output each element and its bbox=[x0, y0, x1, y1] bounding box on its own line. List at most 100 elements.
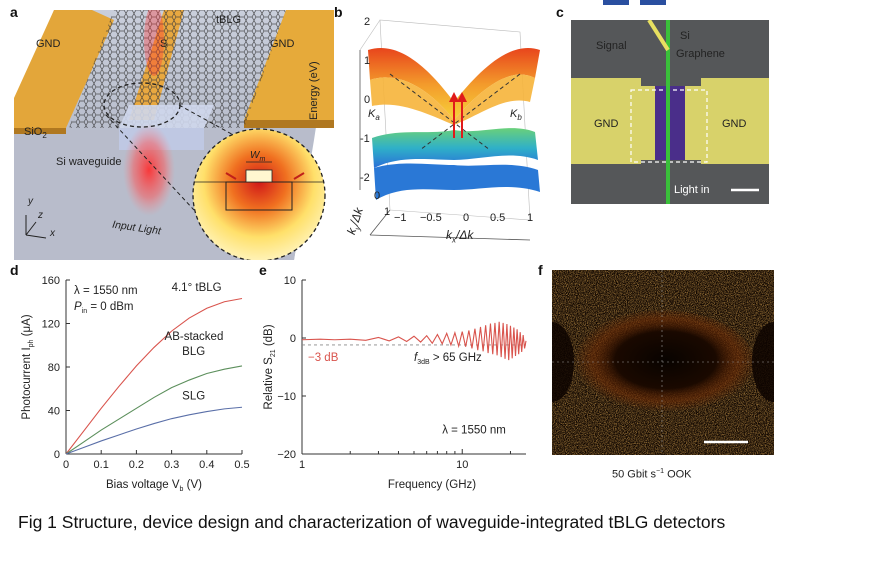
c-label-si: Si bbox=[680, 30, 690, 42]
d-annotation-pin: Pin = 0 dBm bbox=[74, 301, 133, 315]
b-sidetick-0: 0 bbox=[374, 190, 381, 202]
b-ytick-0: 0 bbox=[364, 94, 371, 106]
kx-text: k bbox=[446, 228, 452, 242]
panel-label-c: c bbox=[556, 4, 564, 20]
panel-label-a: a bbox=[10, 4, 18, 20]
panel-label-d: d bbox=[10, 262, 19, 278]
label-width: Wm bbox=[250, 150, 265, 163]
label-sio2: SiO2 bbox=[24, 126, 47, 140]
ka-sub: a bbox=[375, 113, 380, 123]
top-color-mark-right bbox=[640, 0, 666, 5]
e-y-tick-label: 0 bbox=[290, 333, 296, 345]
e-x-tick-label: 1 bbox=[299, 459, 305, 471]
chart-d-photocurrent: 0 0.1 0.2 0.3 0.4 0.5 0 40 80 120 160 4.1° tBLG AB-s… bbox=[21, 275, 250, 493]
kx-rest: /Δk bbox=[456, 228, 474, 242]
graphene-sheet bbox=[69, 10, 286, 128]
d-series-line bbox=[65, 365, 243, 455]
b-ylabel: Energy (eV) bbox=[308, 61, 320, 120]
b-ytick-2: 2 bbox=[364, 16, 371, 28]
e-annotation-f3db: f3dB > 65 GHz bbox=[414, 352, 482, 366]
axis-label-z: z bbox=[38, 210, 43, 221]
label-tblg: tBLG bbox=[216, 14, 242, 26]
d-legend-tblg: 4.1° tBLG bbox=[172, 282, 222, 294]
sio2-text: SiO bbox=[24, 126, 43, 138]
c-label-signal: Signal bbox=[596, 40, 627, 52]
d-legend-blg: BLG bbox=[182, 346, 205, 358]
b-ytick-m1: -1 bbox=[360, 133, 370, 145]
d-y-tick-label: 80 bbox=[48, 362, 60, 374]
f-caption: 50 Gbit s−1 OOK bbox=[612, 468, 692, 481]
e-x-tick-label: 10 bbox=[456, 459, 468, 471]
axis-label-y: y bbox=[28, 196, 33, 207]
d-x-tick-label: 0.2 bbox=[129, 459, 144, 471]
panel-label-e: e bbox=[259, 262, 267, 278]
d-legend-ab-stacked: AB-stacked bbox=[165, 331, 224, 343]
label-si-waveguide: Si waveguide bbox=[56, 156, 122, 168]
b-xtick-m1: −1 bbox=[394, 212, 407, 224]
d-x-tick-label: 0.3 bbox=[164, 459, 179, 471]
f-caption-rest: OOK bbox=[664, 468, 692, 481]
d-series-line bbox=[65, 297, 243, 455]
c-label-gnd-right: GND bbox=[722, 118, 747, 130]
b-xtick-1: 1 bbox=[527, 212, 534, 224]
c-label-light-in: Light in bbox=[674, 184, 710, 196]
e-y-tick-label: −10 bbox=[277, 391, 296, 403]
sio2-sub: 2 bbox=[42, 131, 47, 141]
b-ytick-1: 1 bbox=[364, 55, 371, 67]
d-x-tick-label: 0.4 bbox=[199, 459, 214, 471]
e-annotation-lambda: λ = 1550 nm bbox=[442, 425, 506, 437]
figure-caption: Fig 1 Structure, device design and chara… bbox=[18, 512, 726, 532]
label-signal: S bbox=[160, 38, 168, 50]
d-x-tick-label: 0.5 bbox=[234, 459, 249, 471]
top-color-mark-left bbox=[603, 0, 629, 5]
b-ytick-m2: -2 bbox=[360, 172, 370, 184]
d-x-tick-label: 0.1 bbox=[94, 459, 109, 471]
e-annotation-3db: −3 dB bbox=[308, 352, 339, 364]
axis-label-x: x bbox=[50, 228, 55, 239]
d-x-tick-label: 0 bbox=[63, 459, 69, 471]
gnd-left-electrode bbox=[14, 10, 114, 128]
si-waveguide bbox=[119, 105, 214, 128]
panel-label-f: f bbox=[538, 262, 543, 278]
e-y-tick-label: 10 bbox=[284, 275, 296, 287]
e-s21-line bbox=[301, 321, 527, 361]
panel-b-band-structure bbox=[359, 19, 540, 241]
width-text: W bbox=[250, 150, 260, 161]
kb-sub: b bbox=[517, 113, 522, 123]
ka-text: K bbox=[368, 108, 376, 120]
panel-c-micrograph bbox=[571, 20, 769, 204]
chart-e-s21: 1 10 10 0 −10 −20 −3 dB f3dB > 65 GHz λ = 1550 n… bbox=[263, 275, 527, 491]
label-gnd-right: GND bbox=[270, 38, 295, 50]
d-y-tick-label: 0 bbox=[54, 449, 60, 461]
d-xlabel: Bias voltage Vb (V) bbox=[106, 479, 202, 493]
d-y-tick-label: 160 bbox=[42, 275, 60, 287]
b-xtick-m05: −0.5 bbox=[420, 212, 442, 224]
e-ylabel: Relative S21 (dB) bbox=[263, 324, 277, 409]
panel-f-eye-diagram bbox=[552, 270, 774, 455]
d-series-line bbox=[65, 406, 243, 455]
upper-band-surface bbox=[368, 48, 540, 120]
d-legend-slg: SLG bbox=[182, 391, 205, 403]
d-ylabel: Photocurrent Iph (μA) bbox=[21, 314, 35, 419]
mode-profile-inset bbox=[192, 128, 326, 260]
b-ka-label: Ka bbox=[368, 108, 380, 122]
d-y-tick-label: 120 bbox=[42, 319, 60, 331]
b-xtick-0: 0 bbox=[463, 212, 470, 224]
kb-text: K bbox=[510, 108, 518, 120]
b-xlabel-front: kx/Δk bbox=[446, 228, 473, 244]
e-y-tick-label: −20 bbox=[277, 449, 296, 461]
label-gnd-left: GND bbox=[36, 38, 61, 50]
f-caption-text: 50 Gbit s bbox=[612, 468, 657, 481]
panel-label-b: b bbox=[334, 4, 343, 20]
input-light-beam bbox=[123, 124, 175, 216]
b-xtick-05: 0.5 bbox=[490, 212, 506, 224]
f-caption-sup: −1 bbox=[656, 468, 665, 475]
d-annotation-lambda: λ = 1550 nm bbox=[74, 285, 138, 297]
lower-band-surface bbox=[372, 128, 538, 168]
width-sub: m bbox=[259, 156, 266, 163]
kx-sub: x bbox=[452, 235, 456, 245]
c-label-gnd-left: GND bbox=[594, 118, 619, 130]
d-y-tick-label: 40 bbox=[48, 406, 60, 418]
gnd-right-electrode bbox=[244, 10, 334, 120]
panel-a-device-schematic bbox=[14, 10, 334, 260]
